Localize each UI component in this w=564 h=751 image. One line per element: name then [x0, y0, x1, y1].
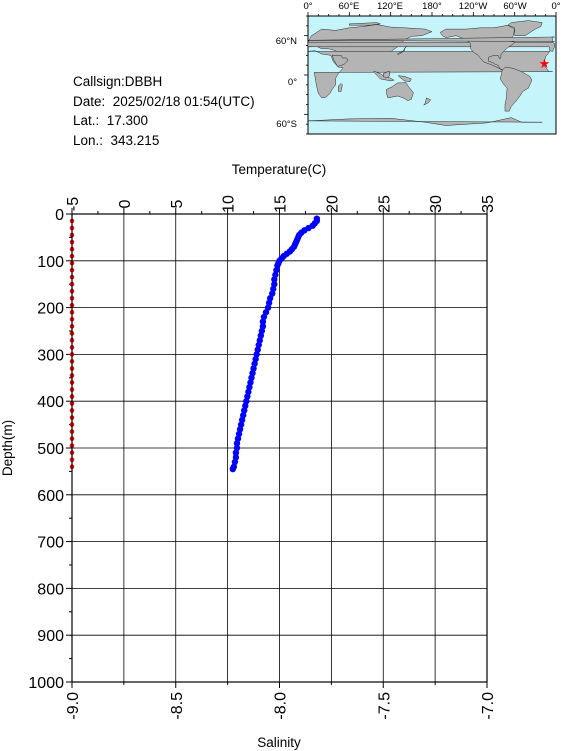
depth-tick-label: 300: [37, 347, 64, 364]
land-greenland-arctic: [349, 22, 381, 26]
map-lon-label-6: 0°: [551, 1, 560, 12]
salinity-tick-label: -8.5: [169, 692, 186, 720]
land-australia: [386, 81, 414, 101]
longitude-text: Lon.: 343.215: [73, 132, 160, 148]
depth-tick-label: 900: [37, 628, 64, 645]
date-text: Date: 2025/02/18 01:54(UTC): [73, 93, 255, 109]
temperature-point: [271, 276, 278, 283]
map-lat-label-0: 60°N: [276, 36, 297, 47]
station-info: Callsign:DBBH Date: 2025/02/18 01:54(UTC…: [73, 72, 255, 150]
depth-tick-label: 700: [37, 535, 64, 552]
plot-frame: [71, 213, 488, 683]
callsign-text: Callsign:DBBH: [73, 74, 163, 89]
latitude-text: Lat.: 17.300: [73, 113, 149, 128]
land-madagascar: [338, 83, 343, 92]
land-south-america: [499, 66, 533, 112]
land-japan: [397, 46, 407, 55]
land-new-guinea: [397, 75, 412, 82]
temperature-point: [259, 318, 267, 325]
land-new-zealand: [423, 97, 431, 106]
map-continents: [307, 20, 555, 134]
depth-tick-label: 600: [37, 488, 64, 505]
depth-tick-label: 500: [37, 441, 64, 458]
map-lon-label-5: 60°W: [503, 1, 526, 12]
salinity-tick-label: -9.0: [65, 692, 82, 720]
land-arabia: [331, 55, 349, 67]
depth-tick-label: 100: [37, 254, 64, 271]
map-lon-label-2: 120°E: [377, 1, 403, 12]
depth-tick-label: 0: [55, 207, 64, 224]
temperature-tick-label: -5: [65, 197, 82, 211]
map-lat-label-2: 60°S: [276, 119, 297, 130]
map-ticks: [304, 12, 557, 135]
chart-series: [69, 215, 321, 473]
depth-tick-label: 400: [37, 394, 64, 411]
land-north-america: [440, 24, 516, 70]
temperature-point: [233, 440, 241, 447]
salinity-axis-title: Salinity: [257, 735, 301, 750]
map-lat-label-1: 0°: [288, 77, 297, 88]
temperature-tick-label: 10: [221, 195, 238, 213]
chart-grid: [71, 213, 488, 683]
map-lon-label-4: 120°W: [459, 1, 488, 12]
temperature-point: [232, 449, 240, 456]
temperature-tick-label: 35: [480, 195, 497, 213]
land-greenland: [507, 20, 543, 36]
temperature-axis-title: Temperature(C): [232, 162, 327, 177]
map-lon-label-0: 0°: [303, 1, 312, 12]
depth-tick-label: 1000: [28, 675, 64, 692]
temperature-tick-label: 25: [376, 195, 393, 213]
temperature-tick-label: 30: [428, 195, 445, 213]
temperature-axis: -5 0 5 10 15 20 25 30 35: [65, 195, 497, 214]
land-uk: [307, 36, 555, 43]
temperature-tick-label: 0: [117, 199, 134, 208]
salinity-tick-label: -7.5: [376, 692, 393, 720]
temperature-profile-line: [232, 218, 318, 470]
depth-tick-label: 800: [37, 581, 64, 598]
salinity-tick-label: -8.0: [273, 692, 290, 720]
temperature-point: [229, 465, 237, 473]
temperature-tick-label: 15: [273, 195, 290, 213]
map-lon-label-1: 60°E: [339, 1, 360, 12]
salinity-axis: -9.0 -8.5 -8.0 -7.5 -7.0: [65, 682, 497, 720]
depth-tick-label: 200: [37, 301, 64, 318]
temperature-tick-label: 5: [169, 199, 186, 208]
land-borneo: [382, 70, 391, 78]
depth-axis: 0 100 200 300 400 500 600 700 800 900 1000: [28, 207, 72, 692]
depth-axis-title: Depth(m): [0, 420, 15, 476]
map-lon-label-3: 180°: [422, 1, 442, 12]
station-marker-star: ★: [539, 56, 551, 71]
temperature-tick-label: 20: [324, 195, 341, 213]
land-antarctica: [307, 117, 543, 134]
salinity-tick-label: -7.0: [480, 692, 497, 720]
